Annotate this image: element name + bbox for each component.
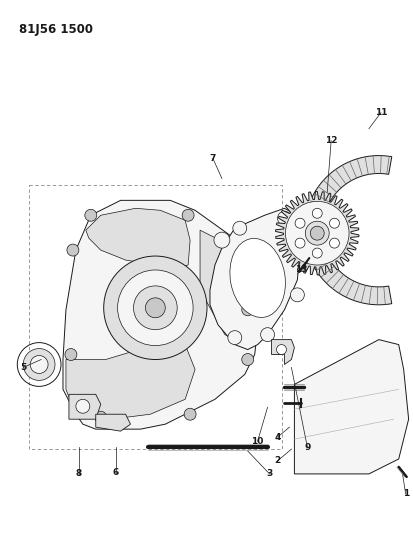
Circle shape [103, 256, 206, 360]
Text: 4: 4 [274, 433, 280, 442]
Circle shape [227, 330, 241, 345]
Text: 12: 12 [324, 136, 337, 145]
Circle shape [294, 238, 304, 248]
Polygon shape [209, 208, 301, 350]
Circle shape [290, 288, 304, 302]
Circle shape [30, 356, 48, 374]
Text: 9: 9 [304, 442, 310, 451]
Circle shape [241, 353, 253, 366]
Text: 8: 8 [76, 470, 82, 479]
Circle shape [85, 209, 97, 221]
Circle shape [133, 286, 177, 330]
Polygon shape [294, 340, 408, 474]
Circle shape [311, 208, 321, 218]
Text: 5: 5 [20, 363, 26, 372]
Circle shape [310, 226, 323, 240]
Circle shape [290, 233, 304, 247]
Circle shape [241, 304, 253, 316]
Bar [29, 185, 282, 449]
Polygon shape [199, 230, 251, 340]
Circle shape [95, 411, 107, 423]
Circle shape [23, 349, 55, 381]
Circle shape [260, 328, 274, 342]
Circle shape [294, 218, 304, 228]
Polygon shape [304, 156, 391, 305]
Text: 1: 1 [401, 489, 408, 498]
Text: 13: 13 [294, 265, 307, 274]
Text: 3: 3 [266, 470, 272, 479]
Circle shape [184, 408, 196, 420]
Circle shape [329, 218, 339, 228]
Circle shape [329, 238, 339, 248]
Circle shape [311, 248, 321, 258]
Circle shape [277, 211, 291, 225]
Polygon shape [69, 394, 100, 419]
Circle shape [182, 209, 194, 221]
Circle shape [214, 232, 229, 248]
Text: 6: 6 [112, 469, 119, 478]
Circle shape [76, 399, 90, 413]
Polygon shape [275, 191, 358, 275]
Polygon shape [95, 414, 130, 431]
Circle shape [276, 345, 286, 354]
Ellipse shape [229, 238, 285, 318]
Text: 11: 11 [374, 108, 386, 117]
Circle shape [65, 349, 77, 360]
Circle shape [285, 201, 348, 265]
Circle shape [67, 244, 78, 256]
Circle shape [232, 221, 246, 235]
Circle shape [117, 270, 192, 345]
Circle shape [305, 221, 328, 245]
Polygon shape [63, 200, 257, 429]
Text: 7: 7 [209, 154, 216, 163]
Text: 2: 2 [274, 456, 280, 465]
Circle shape [145, 298, 165, 318]
Polygon shape [271, 340, 294, 365]
Text: 10: 10 [251, 437, 263, 446]
Polygon shape [66, 345, 195, 419]
Polygon shape [85, 208, 190, 268]
Text: 81J56 1500: 81J56 1500 [19, 23, 93, 36]
